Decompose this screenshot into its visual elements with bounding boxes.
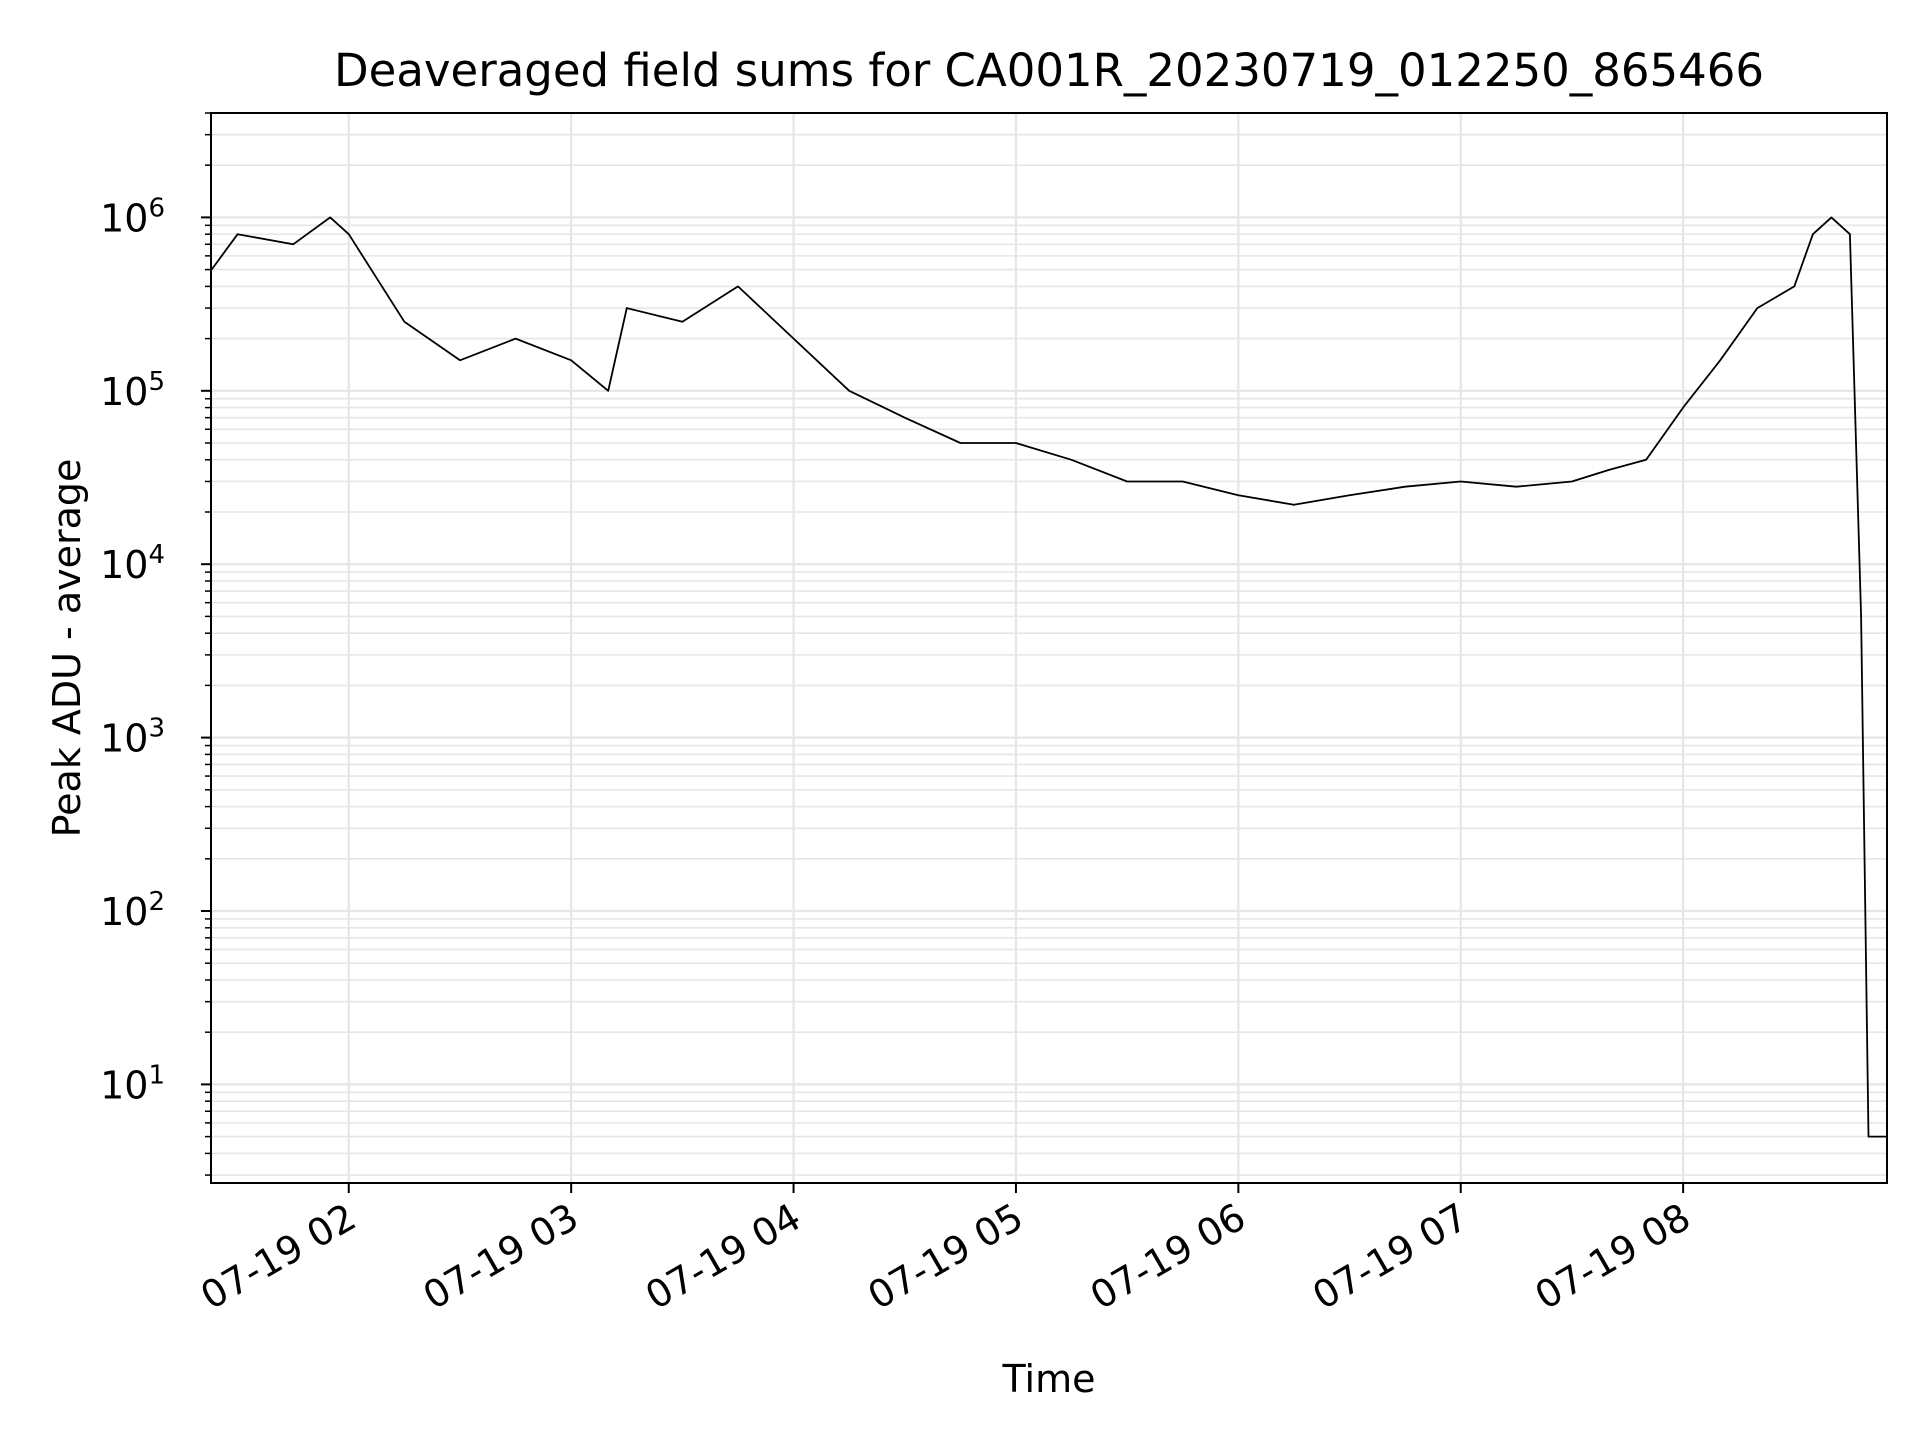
y-tick-label: 105 [100, 367, 165, 414]
y-tick-label-exponent: 1 [148, 1060, 165, 1090]
grid [211, 112, 1887, 1183]
chart-title: Deaveraged field sums for CA001R_2023071… [334, 44, 1764, 97]
y-tick-label-base: 10 [100, 1063, 148, 1107]
y-tick-label-exponent: 4 [148, 540, 165, 570]
y-tick-label-base: 10 [100, 717, 148, 761]
y-tick-label: 106 [100, 193, 165, 240]
y-tick-label: 104 [100, 540, 165, 587]
y-tick-label-exponent: 2 [148, 887, 165, 917]
y-tick-label-exponent: 5 [148, 367, 165, 397]
axis-ticks [201, 112, 1685, 1193]
y-tick-label-exponent: 3 [148, 714, 165, 744]
series-line [210, 216, 1887, 1138]
y-tick-label-base: 10 [100, 370, 148, 414]
y-axis-label: Peak ADU - average [45, 459, 89, 838]
y-tick-label-exponent: 6 [148, 193, 165, 223]
y-tick-label: 103 [100, 714, 165, 761]
plot-frame [210, 112, 1888, 1184]
y-tick-label: 101 [100, 1060, 165, 1107]
x-axis-label: Time [1002, 1357, 1096, 1401]
y-tick-label-base: 10 [100, 890, 148, 934]
y-tick-label-base: 10 [100, 196, 148, 240]
data-series [210, 216, 1887, 1138]
y-tick-label-base: 10 [100, 543, 148, 587]
y-tick-label: 102 [100, 887, 165, 934]
